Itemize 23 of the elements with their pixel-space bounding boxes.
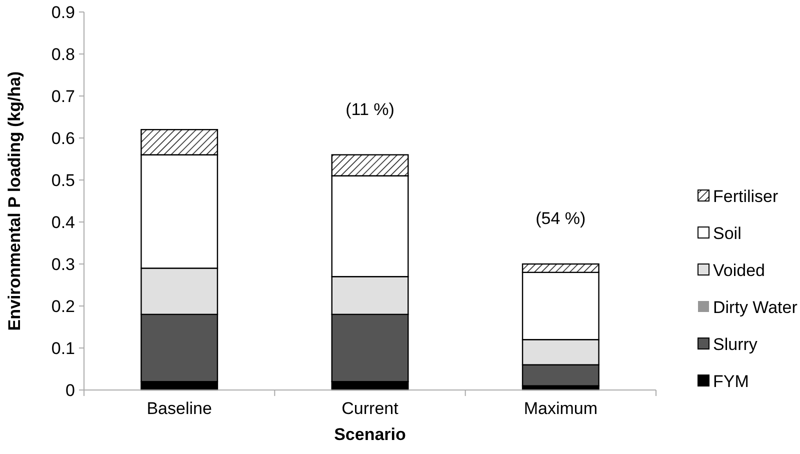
y-axis-title: Environmental P loading (kg/ha) — [5, 71, 24, 331]
y-tick-label: 0.8 — [51, 44, 75, 64]
legend-label: Fertiliser — [713, 186, 779, 206]
x-axis-title: Scenario — [334, 425, 406, 444]
legend-label: Voided — [713, 260, 765, 280]
y-tick-label: 0.7 — [51, 86, 75, 106]
legend-label: Dirty Water — [713, 298, 798, 317]
y-tick-label: 0.2 — [51, 296, 75, 316]
y-tick-label: 0 — [66, 380, 75, 400]
legend-label: Slurry — [713, 334, 758, 354]
annotation: (11 %) — [346, 100, 394, 119]
y-tick-label: 0.9 — [51, 2, 75, 22]
x-tick-label: Maximum — [524, 399, 598, 418]
y-tick-label: 0.4 — [51, 212, 75, 232]
legend-label: Soil — [713, 224, 742, 243]
x-tick-label: Baseline — [146, 399, 212, 418]
y-tick-label: 0.6 — [51, 128, 75, 148]
y-tick-label: 0.5 — [51, 170, 75, 190]
y-tick-label: 0.3 — [51, 254, 75, 274]
annotation: (54 %) — [536, 209, 586, 228]
x-tick-label: Current — [342, 399, 399, 418]
y-tick-label: 0.1 — [51, 338, 75, 358]
legend-label: FYM — [713, 372, 749, 391]
